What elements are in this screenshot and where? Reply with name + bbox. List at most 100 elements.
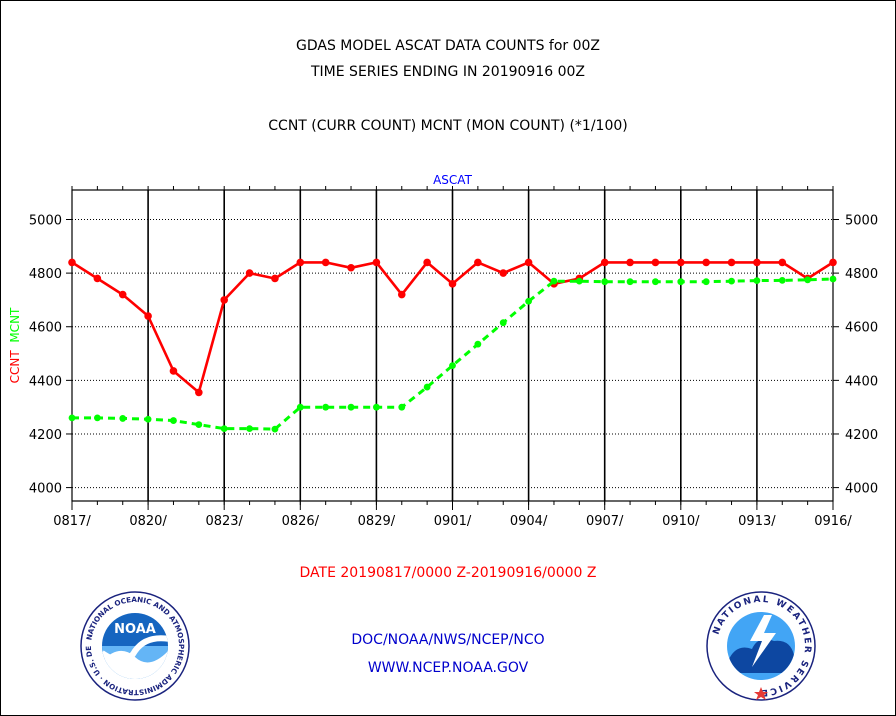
data-point-mcnt — [195, 421, 203, 428]
x-tick-label: 0913/ — [738, 514, 776, 529]
x-tick-label: 0901/ — [434, 514, 472, 529]
footer-url[interactable]: WWW.NCEP.NOAA.GOV — [367, 660, 529, 676]
data-point-mcnt — [525, 297, 532, 305]
data-point-mcnt — [93, 414, 101, 422]
data-point-ccnt — [499, 269, 508, 277]
y-tick-label-left: 4000 — [29, 482, 62, 497]
data-point-mcnt — [499, 319, 507, 327]
y-tick-label-left: 4200 — [29, 428, 62, 443]
data-point-mcnt — [702, 278, 710, 286]
data-point-mcnt — [347, 403, 355, 411]
data-point-ccnt — [93, 274, 102, 283]
data-point-ccnt — [600, 258, 609, 267]
x-tick-label: 0820/ — [129, 514, 167, 529]
axis-layer: 4000 4000 4200 4200 4400 4400 4600 4600 4800 4800… — [8, 173, 878, 529]
data-point-ccnt — [524, 258, 533, 267]
data-point-mcnt — [246, 425, 253, 433]
data-point-ccnt — [702, 258, 710, 267]
x-tick-label: 0826/ — [282, 514, 320, 529]
data-point-ccnt — [245, 269, 254, 277]
data-point-ccnt — [68, 258, 76, 267]
data-point-mcnt — [68, 414, 76, 422]
x-tick-label: 0916/ — [814, 514, 852, 529]
data-point-mcnt — [804, 276, 812, 284]
data-point-mcnt — [778, 276, 786, 284]
nws-logo: NATIONAL WEATHER SERVICE — [706, 591, 816, 701]
data-point-ccnt — [169, 367, 178, 375]
data-point-mcnt — [626, 278, 634, 286]
data-point-mcnt — [271, 425, 279, 433]
data-point-mcnt — [322, 403, 330, 411]
plot-frame — [71, 189, 834, 502]
y-axis-label-ccnt: CCNT — [8, 350, 22, 384]
data-point-mcnt — [398, 403, 406, 411]
footer-credit: DOC/NOAA/NWS/NCEP/NCO — [351, 632, 545, 648]
data-point-ccnt — [296, 258, 305, 267]
x-tick-label: 0817/ — [53, 514, 91, 529]
data-point-ccnt — [448, 280, 457, 288]
data-point-mcnt — [373, 403, 380, 411]
y-tick-label-right: 4800 — [845, 267, 878, 282]
data-point-ccnt — [321, 258, 330, 267]
y-tick-label-right: 4000 — [845, 482, 878, 497]
data-point-ccnt — [626, 258, 634, 267]
data-point-mcnt — [728, 277, 735, 285]
y-tick-label-right: 4600 — [845, 321, 878, 336]
data-point-ccnt — [195, 388, 203, 397]
data-point-mcnt — [550, 277, 558, 285]
grid-layer — [66, 186, 839, 510]
chart-subtitle: CCNT (CURR COUNT) MCNT (MON COUNT) (*1/1… — [268, 118, 628, 134]
y-tick-label-left: 4400 — [29, 374, 62, 389]
data-point-mcnt — [575, 277, 583, 285]
y-tick-label-left: 4800 — [29, 267, 62, 282]
data-point-ccnt — [423, 258, 431, 267]
data-point-ccnt — [778, 258, 787, 267]
data-point-ccnt — [347, 263, 355, 272]
x-tick-label: 0904/ — [510, 514, 548, 529]
y-tick-label-left: 4600 — [29, 321, 62, 336]
data-point-mcnt — [423, 383, 431, 391]
data-point-mcnt — [474, 340, 482, 348]
data-point-ccnt — [727, 258, 736, 267]
y-tick-label-right: 4400 — [845, 374, 878, 389]
chart-title-line1: GDAS MODEL ASCAT DATA COUNTS for 00Z — [295, 38, 601, 54]
series-layer — [68, 258, 837, 433]
y-axis-label-mcnt: MCNT — [8, 307, 22, 350]
date-range-label: DATE 20190817/0000 Z-20190916/0000 Z — [299, 565, 597, 581]
data-point-mcnt — [449, 362, 456, 370]
data-point-mcnt — [677, 278, 685, 286]
x-tick-label: 0910/ — [662, 514, 700, 529]
x-tick-label: 0829/ — [358, 514, 396, 529]
data-point-ccnt — [474, 258, 482, 267]
data-point-mcnt — [829, 275, 837, 283]
chart-title-line2: TIME SERIES ENDING IN 20190916 00Z — [311, 64, 585, 80]
data-point-mcnt — [170, 417, 177, 424]
data-point-ccnt — [118, 290, 127, 299]
data-point-mcnt — [119, 415, 127, 422]
plot-title: ASCAT — [433, 173, 472, 187]
data-point-mcnt — [144, 415, 152, 423]
y-tick-label-right: 5000 — [845, 213, 878, 228]
x-tick-label: 0823/ — [205, 514, 243, 529]
data-point-mcnt — [296, 403, 304, 411]
data-point-ccnt — [271, 274, 279, 283]
data-point-ccnt — [651, 258, 660, 267]
noaa-logo-text: NOAA — [114, 622, 156, 637]
y-tick-label-left: 5000 — [29, 213, 62, 228]
data-point-ccnt — [144, 312, 152, 320]
data-point-ccnt — [829, 258, 837, 267]
data-point-mcnt — [220, 425, 228, 433]
nws-star-icon — [754, 687, 768, 700]
data-point-ccnt — [753, 258, 761, 267]
data-point-ccnt — [677, 258, 685, 267]
data-point-mcnt — [652, 278, 659, 286]
x-tick-label: 0907/ — [586, 514, 624, 529]
data-point-ccnt — [397, 290, 406, 299]
data-point-ccnt — [372, 258, 381, 267]
data-point-mcnt — [753, 277, 761, 285]
data-point-ccnt — [220, 296, 228, 304]
noaa-logo: NATIONAL OCEANIC AND ATMOSPHERIC ADMINIS… — [80, 591, 190, 701]
data-point-mcnt — [601, 278, 609, 286]
y-tick-label-right: 4200 — [845, 428, 878, 443]
